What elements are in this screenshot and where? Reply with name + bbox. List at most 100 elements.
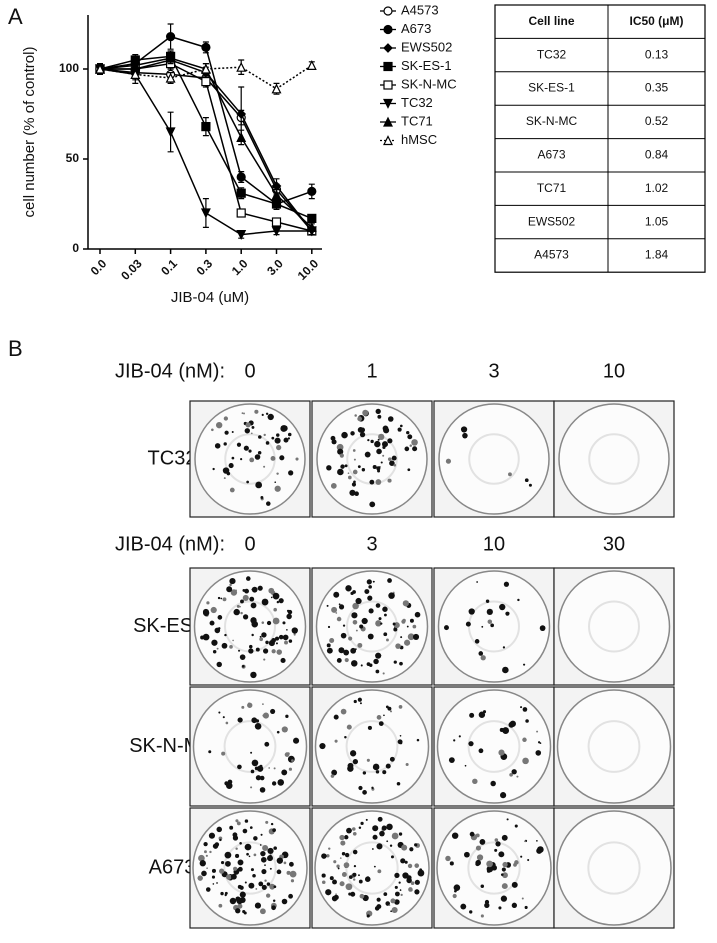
colony: [251, 425, 255, 429]
colony: [288, 470, 294, 476]
colony: [336, 658, 342, 663]
colony: [517, 598, 520, 602]
colony: [199, 860, 206, 867]
colony: [417, 869, 425, 877]
colony: [202, 633, 210, 641]
colony: [219, 838, 222, 842]
colony: [289, 861, 294, 867]
colony: [508, 472, 512, 477]
plate-well: [557, 570, 671, 683]
colony: [373, 658, 379, 665]
colony: [327, 625, 331, 629]
colony: [389, 756, 395, 762]
colony: [270, 596, 273, 599]
colony: [267, 413, 274, 421]
marker: [307, 213, 317, 223]
colony: [508, 721, 515, 728]
colony: [480, 914, 484, 918]
colony: [525, 719, 529, 723]
colony: [454, 889, 457, 893]
colony: [353, 458, 356, 461]
colony: [251, 717, 258, 724]
colony: [360, 427, 366, 433]
colony: [255, 481, 263, 489]
colony: [271, 905, 276, 911]
colony: [258, 881, 264, 887]
colony: [229, 487, 235, 493]
colony: [276, 869, 282, 875]
plate-well: [316, 403, 428, 515]
marker: [236, 132, 247, 142]
colony: [329, 876, 334, 881]
dose-label: 30: [603, 533, 625, 555]
colony: [376, 843, 383, 850]
colony: [242, 614, 249, 620]
colony: [353, 864, 357, 868]
plate-well: [192, 689, 308, 804]
colony: [399, 889, 402, 891]
colony: [355, 629, 358, 632]
x-tick-label: 1.0: [229, 256, 251, 278]
colony: [414, 843, 418, 847]
colony: [453, 885, 458, 890]
colony: [255, 775, 262, 781]
plate-ring: [588, 600, 640, 653]
colony: [383, 632, 388, 637]
colony: [209, 620, 215, 626]
colony: [255, 888, 258, 890]
plate-ring: [467, 720, 521, 773]
colony: [274, 636, 280, 641]
colony: [375, 408, 381, 414]
marker: [383, 43, 393, 53]
colony: [382, 454, 385, 457]
colony: [232, 639, 234, 642]
colony: [535, 750, 542, 756]
x-tick-label: 10.0: [295, 256, 322, 283]
colony: [205, 854, 208, 857]
colony: [376, 897, 381, 902]
marker: [165, 52, 176, 63]
colony: [248, 648, 254, 654]
colony: [350, 891, 356, 897]
colony: [276, 444, 282, 451]
marker: [271, 217, 282, 227]
colony: [276, 472, 279, 475]
colony: [506, 818, 509, 821]
colony: [520, 855, 523, 858]
colony: [371, 786, 374, 790]
colony: [392, 622, 396, 626]
panel-label: A: [8, 4, 23, 29]
colony: [475, 833, 480, 838]
colony: [344, 736, 347, 739]
colony: [394, 872, 400, 879]
colony: [290, 879, 295, 883]
colony: [404, 860, 408, 864]
colony: [212, 883, 215, 885]
colony: [250, 602, 257, 609]
colony: [253, 853, 257, 857]
colony: [326, 604, 329, 607]
colony: [339, 857, 342, 859]
colony: [239, 842, 242, 845]
colony: [262, 703, 264, 706]
colony: [373, 865, 376, 868]
colony: [406, 875, 412, 881]
colony: [414, 611, 421, 618]
colony: [387, 706, 392, 711]
colony: [260, 496, 264, 499]
colony: [354, 414, 357, 417]
colony: [206, 867, 208, 869]
colony: [239, 605, 241, 608]
colony: [226, 586, 233, 593]
colony: [468, 741, 474, 747]
y-tick-label: 0: [72, 241, 79, 255]
colony: [377, 414, 382, 419]
colony: [369, 479, 375, 485]
colony: [328, 847, 331, 850]
colony: [249, 644, 253, 649]
colony: [478, 651, 484, 656]
colony: [238, 649, 241, 652]
colony: [235, 853, 240, 858]
colony: [273, 607, 277, 612]
colony: [484, 902, 490, 908]
